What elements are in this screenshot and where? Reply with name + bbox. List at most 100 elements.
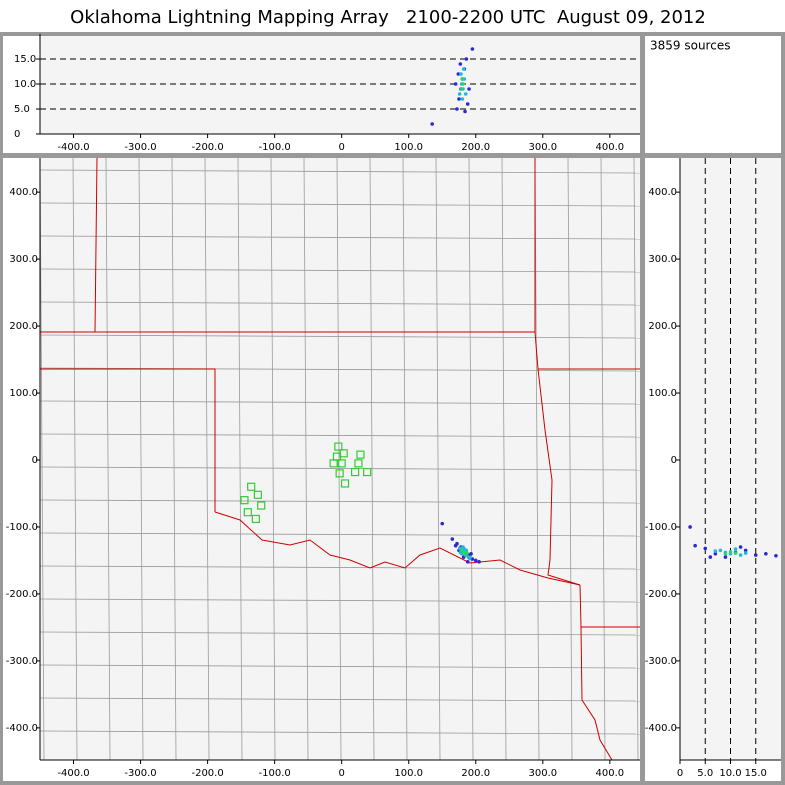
border	[214, 511, 581, 586]
station	[339, 449, 348, 458]
county-line	[39, 697, 641, 702]
border	[40, 368, 216, 512]
y-tick-label: 0	[14, 129, 20, 140]
county-line	[237, 157, 243, 761]
county-line	[39, 499, 641, 504]
station	[354, 459, 363, 468]
county-line	[402, 157, 408, 761]
y-tick-label: 100.0	[648, 388, 677, 399]
county-line	[534, 157, 540, 761]
source	[457, 97, 461, 101]
county-line	[39, 301, 641, 306]
source	[469, 551, 473, 556]
x-tick-label: 400.0	[596, 768, 625, 779]
y-tick-label: -300.0	[645, 656, 677, 667]
county-line	[105, 157, 111, 761]
x-tick-label: 100.0	[394, 142, 423, 153]
county-line	[204, 157, 210, 761]
county-line	[336, 157, 342, 761]
x-tick-label: 200.0	[461, 768, 490, 779]
source	[477, 559, 481, 564]
source	[688, 525, 692, 529]
frame	[640, 32, 645, 785]
frame	[781, 32, 785, 785]
title: Oklahoma Lightning Mapping Array 2100-22…	[70, 7, 706, 28]
source	[459, 72, 463, 76]
source	[708, 555, 713, 559]
x-tick-label: -300.0	[124, 142, 156, 153]
state-borders	[40, 157, 640, 761]
source	[738, 553, 743, 557]
source	[753, 553, 758, 557]
county-line	[435, 157, 441, 761]
y-tick-label: 5.0	[14, 104, 30, 115]
y-tick-label: -400.0	[6, 723, 38, 734]
county-line	[72, 157, 78, 761]
x-tick-label: 10.0	[719, 768, 741, 779]
y-tick-label: 400.0	[648, 187, 677, 198]
station	[243, 508, 252, 517]
source	[463, 109, 467, 114]
y-tick-label: 0	[32, 455, 38, 466]
county-line	[39, 565, 641, 570]
source-count: 3859 sources	[650, 39, 730, 53]
source	[460, 97, 465, 101]
y-tick-label: 10.0	[14, 79, 36, 90]
county-line	[39, 400, 641, 405]
source	[713, 551, 718, 556]
x-tick-label: 15.0	[745, 768, 767, 779]
source	[455, 107, 459, 111]
station	[363, 467, 372, 477]
source	[465, 551, 469, 555]
source	[743, 548, 748, 553]
county-line	[39, 466, 641, 471]
x-tick-label: -300.0	[124, 768, 156, 779]
y-tick-label: 0	[671, 455, 677, 466]
station	[257, 501, 266, 510]
source	[430, 122, 434, 126]
source	[467, 87, 471, 91]
station	[337, 459, 346, 468]
x-tick-label: 300.0	[528, 142, 557, 153]
y-tick-label: 15.0	[14, 54, 36, 65]
source	[461, 550, 466, 555]
source	[473, 558, 478, 563]
x-tick-label: 200.0	[461, 142, 490, 153]
source	[457, 92, 462, 96]
station	[334, 442, 343, 451]
station	[340, 479, 350, 488]
frame	[0, 32, 3, 785]
county-line	[39, 598, 641, 603]
source	[723, 555, 728, 559]
county-line	[39, 157, 45, 761]
county-line	[567, 157, 573, 761]
source	[764, 551, 768, 556]
county-line	[39, 235, 641, 240]
county-line	[270, 157, 276, 761]
county-line	[39, 433, 641, 438]
source	[440, 521, 445, 526]
frame	[0, 32, 785, 36]
x-tick-label: -200.0	[191, 768, 223, 779]
y-tick-label: -200.0	[6, 589, 38, 600]
source	[774, 553, 778, 558]
county-line	[39, 334, 641, 339]
x-tick-label: -100.0	[259, 768, 291, 779]
county-line	[39, 532, 641, 537]
station	[335, 469, 344, 478]
source	[738, 545, 743, 549]
source	[733, 551, 738, 555]
map-lines	[39, 157, 641, 761]
source	[460, 77, 465, 81]
source	[456, 72, 461, 76]
y-tick-label: -400.0	[645, 723, 677, 734]
source	[461, 82, 465, 86]
y-tick-label: 200.0	[9, 321, 38, 332]
station	[240, 496, 249, 505]
station	[251, 514, 260, 524]
station	[356, 450, 365, 459]
county-line	[501, 157, 507, 761]
y-tick-label: -200.0	[645, 589, 677, 600]
county-line	[39, 169, 641, 174]
source	[713, 549, 718, 553]
